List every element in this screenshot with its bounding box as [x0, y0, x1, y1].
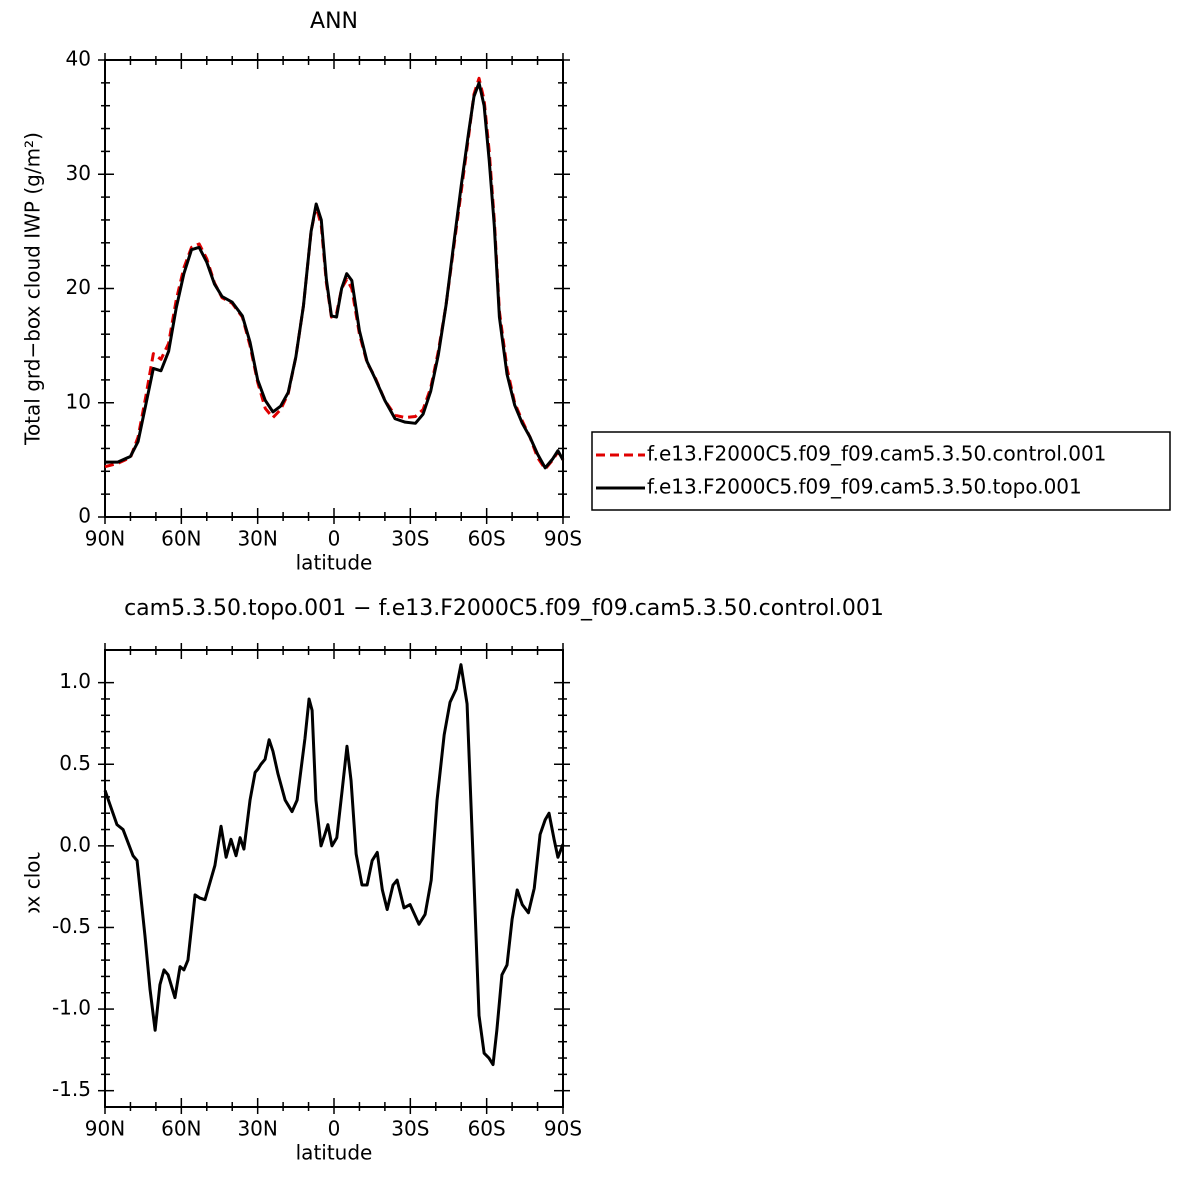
y-axis-label: Total grd−box cloud IWP (g/m²)	[21, 722, 45, 1036]
chart-title: cam5.3.50.topo.001 − f.e13.F2000C5.f09_f…	[124, 596, 884, 621]
y-tick-label: 10	[66, 389, 91, 413]
x-tick-label: 30N	[237, 1117, 277, 1141]
x-tick-label: 60S	[468, 1117, 506, 1141]
x-tick-label: 30S	[391, 527, 429, 551]
y-tick-label: -0.5	[52, 914, 91, 938]
x-tick-label: 90S	[544, 527, 582, 551]
y-tick-label: -1.5	[52, 1077, 91, 1101]
x-tick-label: 90N	[85, 527, 125, 551]
chart-title: ANN	[310, 9, 358, 34]
x-tick-label: 60S	[468, 527, 506, 551]
series-line	[104, 76, 565, 471]
x-tick-label: 0	[328, 527, 341, 551]
y-axis-label: Total grd−box cloud IWP (g/m²)	[21, 132, 45, 446]
x-tick-label: 90S	[544, 1117, 582, 1141]
legend-label: f.e13.F2000C5.f09_f09.cam5.3.50.topo.001	[647, 475, 1082, 499]
y-tick-label: 1.0	[59, 669, 91, 693]
x-tick-label: 90N	[85, 1117, 125, 1141]
legend-label: f.e13.F2000C5.f09_f09.cam5.3.50.control.…	[647, 442, 1106, 466]
y-tick-label: 20	[66, 275, 91, 299]
plot-frame	[104, 649, 564, 1108]
legend-box	[591, 431, 1171, 511]
x-axis-label: latitude	[296, 1141, 373, 1165]
x-tick-label: 0	[328, 1117, 341, 1141]
plot-frame	[104, 59, 564, 518]
series-line	[105, 81, 565, 470]
y-tick-label: 40	[66, 47, 91, 71]
series-line	[103, 663, 565, 1067]
y-tick-label: 0.5	[59, 751, 91, 775]
y-tick-label: -1.0	[52, 996, 91, 1020]
y-tick-label: 0	[78, 504, 91, 528]
x-tick-label: 60N	[161, 527, 201, 551]
y-tick-label: 30	[66, 161, 91, 185]
x-tick-label: 30N	[237, 527, 277, 551]
x-tick-label: 60N	[161, 1117, 201, 1141]
x-tick-label: 30S	[391, 1117, 429, 1141]
x-axis-label: latitude	[296, 551, 373, 575]
y-tick-label: 0.0	[59, 832, 91, 856]
